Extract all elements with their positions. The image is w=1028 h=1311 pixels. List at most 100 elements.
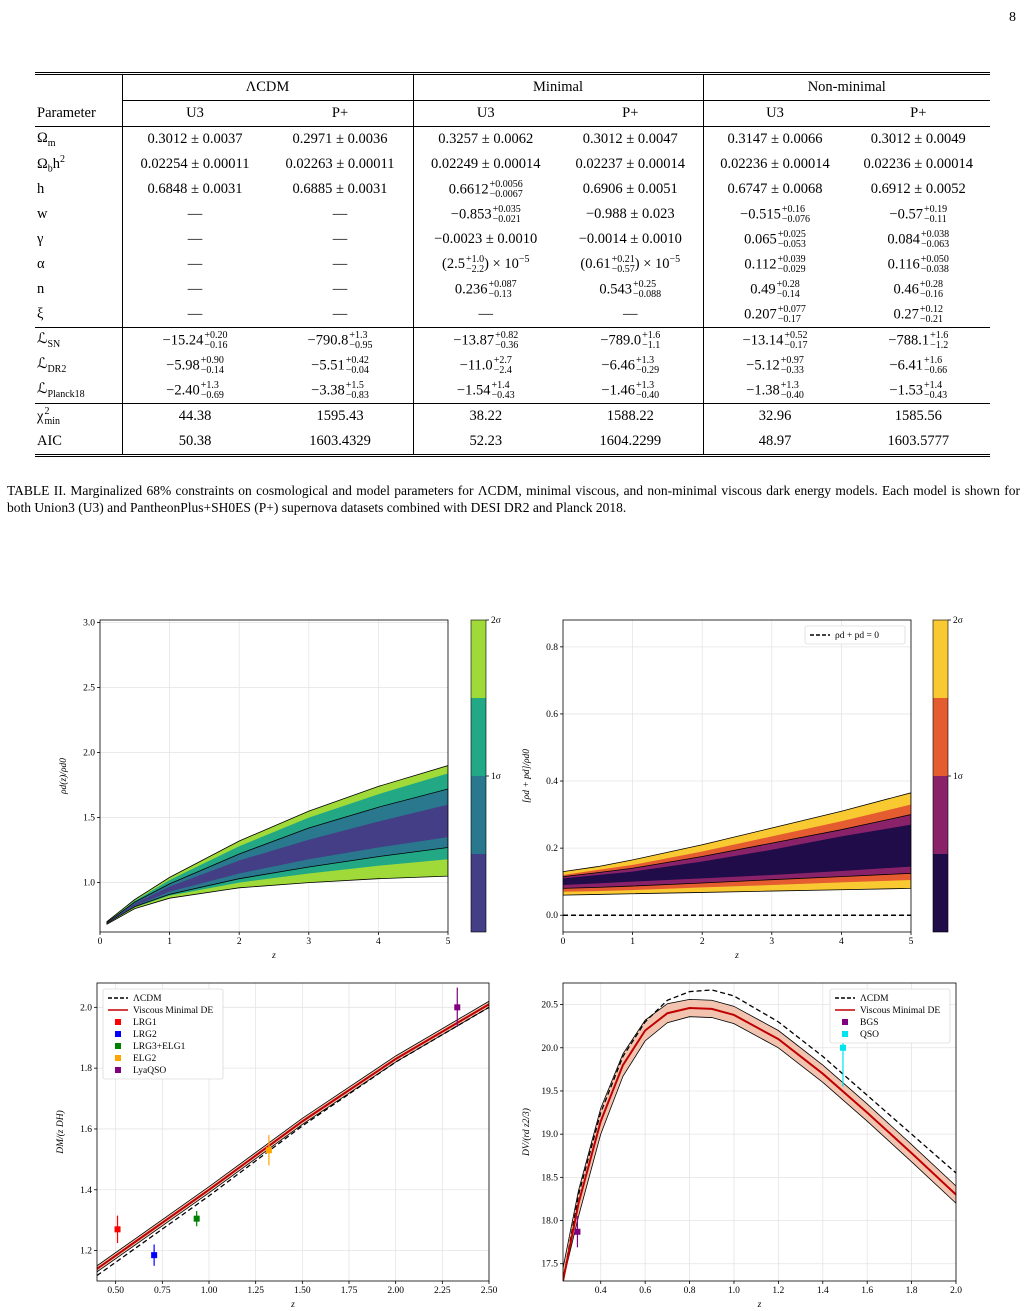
value-cell: 1585.56 [846, 403, 991, 429]
value-cell: 0.065 +0.025 −0.053 [703, 227, 847, 252]
table-row: AIC 50.38 1603.4329 52.23 1604.2299 48.97 1603… [35, 429, 991, 457]
sup-sub: +1.5 −0.83 [346, 380, 369, 401]
plot-area [97, 983, 489, 1281]
subscript: −0.11 [923, 213, 947, 225]
legend-swatch [115, 1043, 121, 1049]
sup-sub: 2 min [44, 405, 60, 427]
x-tick-label: 1.4 [817, 1286, 829, 1296]
cell-text: — [187, 206, 203, 222]
cell-text: 1585.56 [894, 408, 942, 424]
group-header: Non-minimal [703, 72, 991, 101]
sup-sub: +0.087 −0.13 [488, 279, 516, 300]
sup-sub: +1.3 −0.69 [201, 380, 224, 401]
x-tick-label: 3 [769, 937, 774, 947]
value-cell: 0.02263 ± 0.00011 [267, 152, 414, 177]
subscript: −0.076 [781, 213, 810, 225]
superscript: +0.20 [204, 329, 228, 341]
legend-label: Viscous Minimal DE [133, 1006, 213, 1016]
parameter-cell: χ 2 min [35, 403, 123, 429]
cell-text: — [187, 281, 203, 297]
cell-text: −1.54 [456, 381, 491, 398]
colorbar-tick-label: 2σ [953, 616, 963, 626]
cell-text: 0.3012 ± 0.0037 [147, 131, 243, 147]
value-cell: 50.38 [122, 429, 268, 457]
cell-text: α [37, 256, 45, 272]
value-cell: 0.236 +0.087 −0.13 [413, 277, 558, 302]
cell-text: ℒ [37, 381, 48, 398]
y-tick-label: 0.6 [546, 710, 558, 720]
sup-sub: +1.6 −1.2 [930, 330, 949, 351]
cell-text: 48.97 [758, 433, 792, 449]
group-header: ΛCDM [122, 72, 414, 101]
value-cell: −6.41 +1.6 −0.66 [847, 353, 991, 378]
x-tick-label: 0.50 [107, 1286, 124, 1296]
value-cell: — [413, 302, 558, 328]
data-point [265, 1147, 272, 1154]
table: ΛCDM Minimal Non-minimal Parameter U3 P+ U3 P+ U… [35, 72, 991, 457]
legend-label: ΛCDM [133, 994, 162, 1004]
value-cell: −0.988 ± 0.023 [558, 202, 704, 227]
value-cell: −0.0023 ± 0.0010 [413, 227, 558, 252]
sup-sub: +1.3 −0.95 [349, 330, 372, 351]
superscript: 2 [44, 405, 50, 417]
value-cell: 0.6848 ± 0.0031 [122, 177, 268, 202]
table-row: Ωm 0.3012 ± 0.0037 0.2971 ± 0.0036 0.3257 ±… [35, 126, 991, 152]
legend-swatch [115, 1019, 121, 1025]
sup-sub: +0.077 −0.17 [778, 304, 806, 325]
value-cell: 0.6747 ± 0.0068 [703, 177, 847, 202]
superscript: +0.90 [200, 354, 224, 366]
cell-text: −2.40 [166, 381, 200, 398]
value-cell: — [122, 252, 268, 277]
value-cell: 38.22 [413, 403, 558, 429]
subscript: −0.66 [923, 364, 948, 376]
subscript: −0.43 [923, 389, 948, 401]
cell-text: −6.46 [601, 356, 635, 373]
column-header: Parameter [35, 100, 123, 127]
y-tick-label: 1.6 [80, 1125, 92, 1135]
y-tick-label: 1.4 [80, 1186, 92, 1196]
table-row: ξ — — — —0.207 +0.077 −0.17 0.27 +0.12 −0.21 [35, 302, 990, 328]
colorbar-segment [471, 620, 486, 698]
table-row: ℒDR2 −5.98 +0.90 −0.14 −5.51 +0.42 −0.04 −11.0 +… [35, 353, 990, 378]
value-cell: 0.02237 ± 0.00014 [558, 152, 704, 177]
header-label: Parameter [37, 104, 96, 121]
subscript: −2.4 [493, 364, 512, 376]
x-tick-label: 1.6 [861, 1286, 873, 1296]
x-tick-label: 0.8 [684, 1286, 696, 1296]
cell-text: 0.2971 ± 0.0036 [292, 131, 388, 147]
sup-sub: +0.0056 −0.0067 [489, 179, 523, 200]
cell-text: 0.236 [454, 280, 488, 297]
group-label: Minimal [533, 79, 583, 95]
value-cell: 0.6906 ± 0.0051 [558, 177, 704, 202]
header-label: U3 [766, 105, 784, 121]
cell-text: 0.3012 ± 0.0047 [582, 131, 678, 147]
y-axis-label: DV/(rd z2/3) [521, 1108, 532, 1157]
band [563, 999, 956, 1281]
sup-sub: +1.6 −1.1 [642, 329, 661, 351]
subscript: −1.2 [930, 339, 949, 351]
cell-text: −1.53 [889, 381, 923, 398]
cell-text: ξ [37, 306, 44, 322]
cell-text: — [187, 306, 203, 322]
value-cell: 0.02236 ± 0.00014 [703, 152, 847, 177]
cell-text: −1.46 [601, 381, 635, 398]
table-row: h 0.6848 ± 0.0031 0.6885 ± 0.0031 0.6612 +0.… [35, 177, 990, 202]
group-row: ΛCDM Minimal Non-minimal [35, 72, 991, 101]
cell-text: 0.02263 ± 0.00011 [285, 156, 395, 172]
subscript: −0.0067 [489, 188, 523, 200]
value-cell: −0.515 +0.16 −0.076 [703, 202, 847, 227]
value-cell: 0.3147 ± 0.0066 [703, 126, 847, 152]
legend-swatch [115, 1031, 121, 1037]
superscript: +1.6 [642, 329, 661, 341]
value-cell: 1603.5777 [846, 429, 991, 457]
y-tick-label: 3.0 [83, 619, 95, 629]
value-cell: −1.54 +1.4 −0.43 [413, 378, 558, 404]
cell-text: — [332, 231, 348, 247]
superscript: +2.7 [493, 354, 512, 366]
superscript: +1.3 [635, 354, 655, 366]
header-row: Parameter U3 P+ U3 P+ U3 P+ [35, 100, 990, 127]
sup-sub: +0.039 −0.029 [777, 254, 805, 275]
value-cell: 0.112 +0.039 −0.029 [703, 252, 847, 277]
value-cell: 1603.4329 [267, 429, 414, 457]
